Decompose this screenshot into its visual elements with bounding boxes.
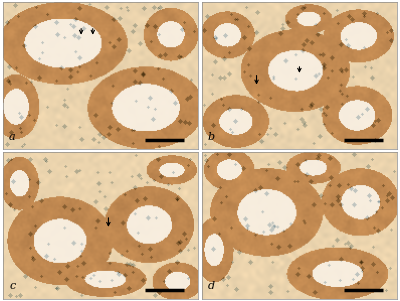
Text: d: d bbox=[208, 281, 215, 291]
Text: a: a bbox=[9, 132, 16, 142]
Text: b: b bbox=[208, 132, 215, 142]
Text: c: c bbox=[9, 281, 15, 291]
